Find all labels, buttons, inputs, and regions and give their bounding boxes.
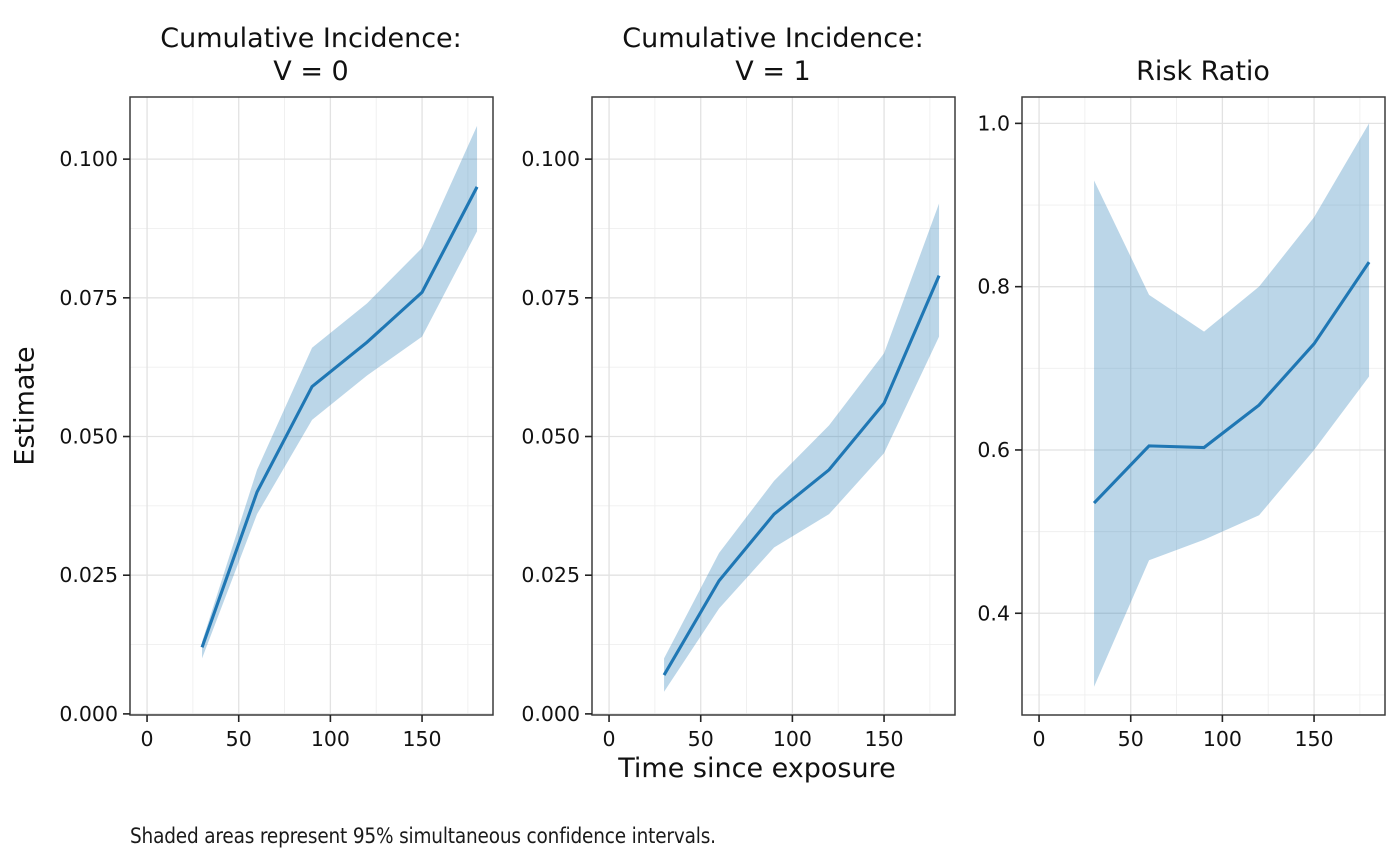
- panel-background: [592, 97, 955, 715]
- y-tick-label: 0.075: [521, 286, 580, 310]
- confidence-band: [1094, 123, 1370, 687]
- panel-v0-title-line1: Cumulative Incidence:: [160, 23, 462, 54]
- panel-v0-title-line2: V = 0: [273, 56, 349, 87]
- x-tick-label: 0: [1033, 727, 1046, 751]
- x-tick-label: 150: [402, 727, 441, 751]
- panel-v1-title-line1: Cumulative Incidence:: [622, 23, 924, 54]
- y-tick-label: 0.4: [977, 601, 1010, 625]
- x-tick-label: 0: [603, 727, 616, 751]
- panel-border: [129, 96, 494, 716]
- y-tick-label: 0.8: [977, 275, 1010, 299]
- confidence-band: [202, 125, 478, 659]
- x-tick-label: 150: [864, 727, 903, 751]
- estimate-line: [662, 275, 941, 676]
- x-tick-label: 50: [226, 727, 252, 751]
- x-tick-label: 100: [773, 727, 812, 751]
- x-axis-label: Time since exposure: [618, 753, 896, 784]
- panel-v1-title: Cumulative Incidence: V = 1: [513, 18, 1033, 88]
- y-tick-label: 0.025: [521, 563, 580, 587]
- panel-border: [1021, 96, 1386, 716]
- x-tick-label: 100: [1203, 727, 1242, 751]
- y-tick-label: 0.075: [59, 286, 118, 310]
- y-axis-label: Estimate: [9, 346, 41, 466]
- panel-v0: 0 50 100 150 0.000 0.025 0.050 0.075 0.100: [59, 96, 494, 751]
- panel-risk-ratio: 0 50 100 150 0.4 0.6 0.8 1.0: [977, 96, 1386, 751]
- x-tick-label: 50: [688, 727, 714, 751]
- y-tick-label: 0.100: [59, 147, 118, 171]
- y-tick-label: 0.100: [521, 147, 580, 171]
- y-tick-label: 0.6: [977, 438, 1010, 462]
- panel-border: [591, 96, 956, 716]
- x-tick-label: 150: [1294, 727, 1333, 751]
- panel-v0-title: Cumulative Incidence: V = 0: [51, 18, 571, 88]
- panel-risk-ratio-title: Risk Ratio: [943, 18, 1400, 103]
- x-tick-label: 50: [1118, 727, 1144, 751]
- y-tick-label: 0.025: [59, 563, 118, 587]
- y-tick-label: 0.000: [59, 702, 118, 726]
- panel-background: [1022, 97, 1385, 715]
- x-tick-label: 100: [311, 727, 350, 751]
- y-tick-label: 0.000: [521, 702, 580, 726]
- panel-risk-ratio-title-line1: Risk Ratio: [1136, 56, 1270, 87]
- estimate-line: [200, 186, 479, 648]
- y-tick-label: 0.050: [59, 425, 118, 449]
- panel-v1-title-line2: V = 1: [735, 56, 811, 87]
- confidence-band: [664, 203, 940, 692]
- y-tick-label: 0.050: [521, 425, 580, 449]
- y-tick-label: 1.0: [977, 111, 1010, 135]
- x-tick-label: 0: [141, 727, 154, 751]
- estimate-line: [1092, 261, 1371, 505]
- panel-background: [130, 97, 493, 715]
- panel-v1: 0 50 100 150 0.000 0.025 0.050 0.075 0.100: [521, 96, 956, 751]
- figure-caption: Shaded areas represent 95% simultaneous …: [130, 824, 716, 848]
